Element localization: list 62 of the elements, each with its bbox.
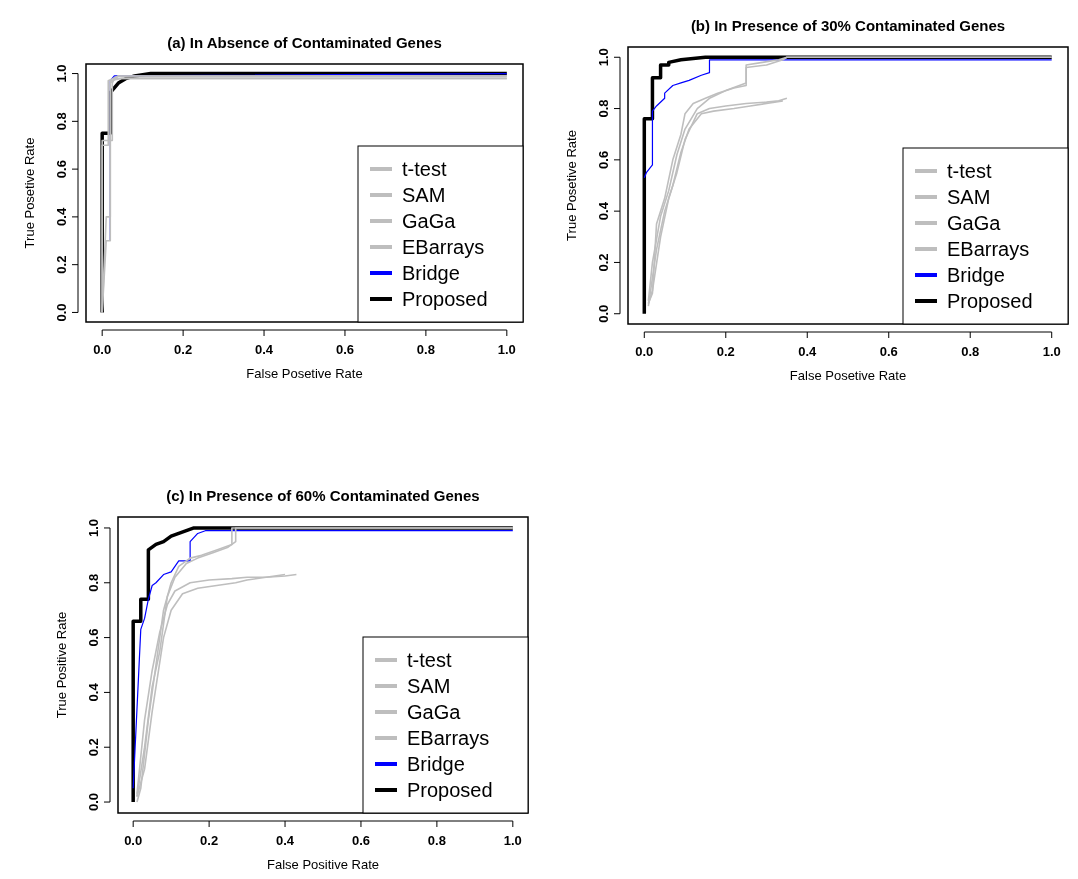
- legend-label: EBarrays: [402, 236, 485, 258]
- x-axis-title: False Positive Rate: [267, 857, 379, 872]
- x-tick-label: 0.0: [635, 344, 654, 359]
- legend-label: Bridge: [947, 264, 1005, 286]
- y-tick-label: 0.6: [86, 628, 101, 647]
- legend-label: t-test: [407, 649, 452, 671]
- x-tick-label: 0.8: [427, 833, 446, 848]
- legend-label: Bridge: [407, 753, 465, 775]
- legend-label: EBarrays: [947, 238, 1030, 260]
- x-tick-label: 0.4: [255, 342, 274, 357]
- x-tick-label: 0.4: [798, 344, 818, 359]
- y-tick-label: 0.8: [86, 573, 101, 592]
- y-tick-label: 0.2: [86, 738, 101, 757]
- x-tick-label: 0.6: [879, 344, 898, 359]
- x-tick-label: 0.2: [200, 833, 219, 848]
- y-tick-label: 0.2: [596, 253, 611, 272]
- legend-label: SAM: [947, 186, 991, 208]
- legend-label: Bridge: [402, 262, 460, 284]
- y-tick-label: 0.4: [596, 201, 611, 221]
- y-tick-label: 0.8: [596, 99, 611, 118]
- y-tick-label: 0.4: [54, 207, 69, 226]
- y-tick-label: 1.0: [54, 64, 69, 83]
- y-tick-label: 0.2: [54, 255, 69, 274]
- x-tick-label: 0.4: [276, 833, 295, 848]
- x-tick-label: 0.8: [961, 344, 980, 359]
- legend-label: SAM: [402, 184, 446, 206]
- legend-label: t-test: [402, 158, 447, 180]
- y-axis-title: True Posetive Rate: [22, 137, 37, 249]
- y-axis-title: True Posetive Rate: [564, 130, 579, 241]
- legend-label: EBarrays: [407, 727, 490, 749]
- x-tick-label: 0.8: [416, 342, 435, 357]
- y-tick-label: 1.0: [596, 48, 611, 67]
- y-tick-label: 0.6: [54, 160, 69, 179]
- y-tick-label: 0.4: [86, 682, 101, 702]
- y-tick-label: 1.0: [86, 518, 101, 537]
- x-tick-label: 0.2: [716, 344, 735, 359]
- x-tick-label: 0.6: [335, 342, 354, 357]
- x-tick-label: 0.6: [351, 833, 370, 848]
- x-tick-label: 1.0: [1042, 344, 1061, 359]
- chart-title: (c) In Presence of 60% Contaminated Genes: [166, 487, 480, 504]
- chart-title: (b) In Presence of 30% Contaminated Genes: [690, 17, 1006, 34]
- legend-label: t-test: [947, 160, 992, 182]
- y-tick-label: 0.8: [54, 112, 69, 131]
- y-tick-label: 0.0: [86, 793, 101, 812]
- legend-label: Proposed: [402, 288, 488, 310]
- legend-label: Proposed: [407, 779, 493, 801]
- legend-label: GaGa: [407, 701, 462, 723]
- y-tick-label: 0.6: [596, 150, 611, 169]
- y-tick-label: 0.0: [54, 303, 69, 322]
- x-tick-label: 1.0: [497, 342, 516, 357]
- x-axis-title: False Posetive Rate: [789, 368, 907, 383]
- x-tick-label: 0.2: [174, 342, 193, 357]
- legend-label: SAM: [407, 675, 451, 697]
- y-axis-title: True Positive Rate: [54, 611, 69, 719]
- legend-label: GaGa: [947, 212, 1002, 234]
- legend-label: Proposed: [947, 290, 1033, 312]
- y-tick-label: 0.0: [596, 304, 611, 323]
- x-tick-label: 0.0: [124, 833, 143, 848]
- legend-label: GaGa: [402, 210, 457, 232]
- x-tick-label: 1.0: [503, 833, 522, 848]
- chart-title: (a) In Absence of Contaminated Genes: [167, 34, 442, 51]
- x-axis-title: False Posetive Rate: [246, 366, 363, 381]
